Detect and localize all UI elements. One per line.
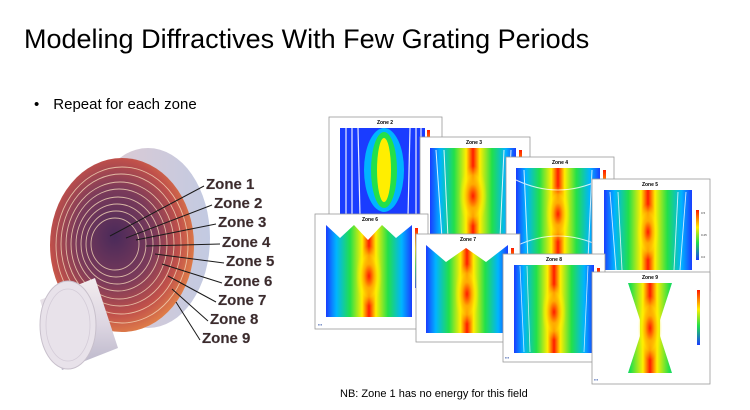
zone-pointer-6 (161, 263, 223, 284)
zone-pointer-4 (145, 243, 221, 247)
zone-label-8: Zone 8 (210, 311, 258, 328)
zone-label-1: Zone 1 (206, 176, 254, 193)
panel-title-zone-9: Zone 9 (642, 275, 658, 281)
zone-label-6: Zone 6 (224, 273, 272, 290)
lens-stem-inner (45, 288, 91, 362)
simulation-panels: Zone 2 Zone 3 (314, 116, 711, 385)
panel-zone-8: Zone 8 ▪▪▪ (502, 253, 606, 363)
zone-pointer-5 (154, 253, 225, 264)
panel-brand-6: ▪▪▪ (318, 322, 323, 327)
zone-label-7: Zone 7 (218, 292, 266, 309)
lens-stem-end (39, 280, 97, 370)
zone-pointer-1 (109, 185, 205, 237)
zone-pointer-2 (125, 204, 213, 239)
panel-title-zone-4: Zone 4 (552, 160, 568, 166)
zone-pointer-3 (135, 223, 217, 241)
panel-brand-8: ▪▪▪ (505, 355, 510, 360)
bullet-dot: • (34, 96, 40, 113)
zone-labels: Zone 1 Zone 2 Zone 3 Zone 4 Zone 5 Zone … (202, 176, 275, 348)
zone-label-2: Zone 2 (214, 195, 262, 212)
zone-label-5: Zone 5 (226, 253, 274, 270)
svg-text:0.0: 0.0 (701, 255, 706, 259)
slide-title: Modeling Diffractives With Few Grating P… (24, 24, 590, 54)
zone-pointer-9 (175, 301, 201, 341)
panel-title-zone-6: Zone 6 (362, 217, 378, 223)
panel-zone-9: Zone 9 ▪▪▪ (591, 271, 711, 385)
svg-text:0.25: 0.25 (701, 233, 707, 237)
lens-illustration (39, 148, 210, 370)
zone-pointers (109, 185, 225, 341)
zone-pointer-8 (171, 288, 209, 322)
panel-title-zone-2: Zone 2 (377, 120, 393, 126)
zone-pointer-7 (167, 275, 217, 303)
footnote: NB: Zone 1 has no energy for this field (340, 388, 528, 400)
zone-label-3: Zone 3 (218, 214, 266, 231)
panel-title-zone-7: Zone 7 (460, 237, 476, 243)
panel-title-zone-8: Zone 8 (546, 257, 562, 263)
panel-title-zone-5: Zone 5 (642, 182, 658, 188)
panel-zone-6: Zone 6 ▪▪▪ (314, 213, 429, 330)
panel-brand-9: ▪▪▪ (594, 377, 599, 382)
bullet-point: • Repeat for each zone (34, 96, 197, 113)
zone-label-9: Zone 9 (202, 330, 250, 347)
panel-title-zone-3: Zone 3 (466, 140, 482, 146)
zone-label-4: Zone 4 (222, 234, 271, 251)
svg-text:0.5: 0.5 (701, 211, 706, 215)
bullet-text: Repeat for each zone (53, 96, 197, 113)
